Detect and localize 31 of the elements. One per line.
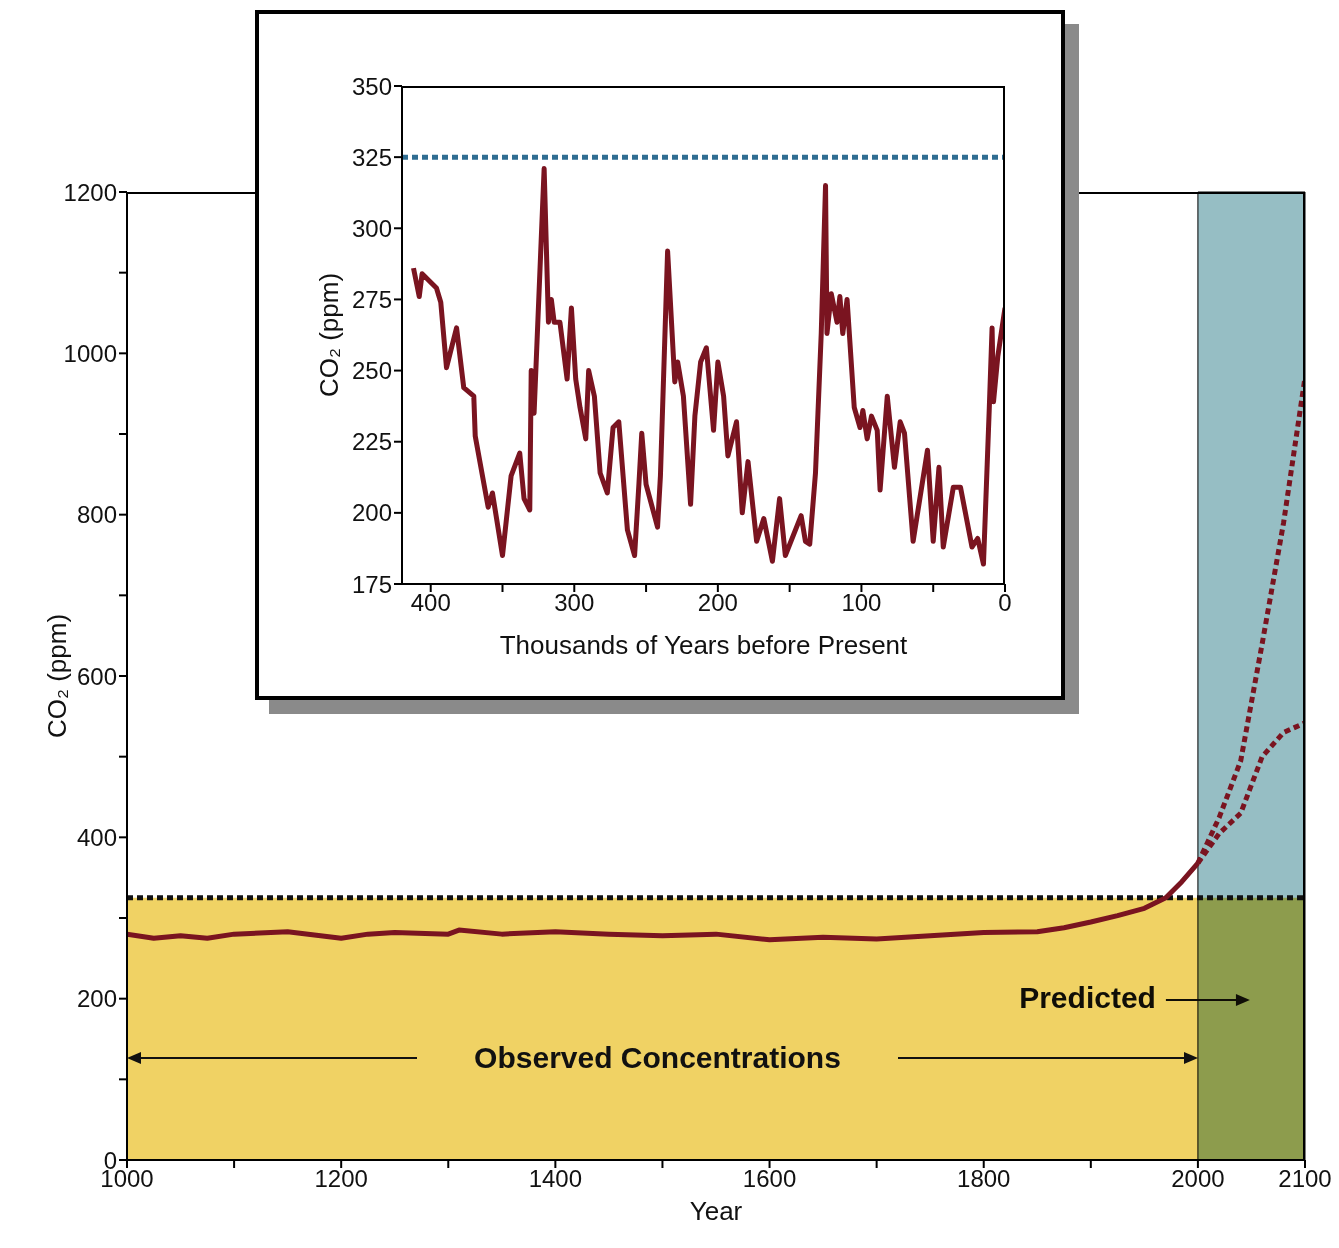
y-tick-label: 350 [351,72,392,100]
y-tick-label: 250 [351,357,392,385]
x-axis-title: Thousands of Years before Present [499,630,909,660]
x-tick-label: 1200 [314,1165,368,1193]
y-tick-label: 600 [76,662,117,690]
x-tick-label: 400 [410,589,451,617]
x-tick-label: 1800 [957,1165,1011,1193]
x-tick-label: 1400 [528,1165,583,1193]
x-tick-label: 100 [841,589,882,617]
y-tick-label: 200 [351,499,392,527]
y-tick-label: 200 [76,985,117,1013]
x-tick-label: 0 [998,589,1012,617]
x-axis-title: Year [689,1196,743,1226]
y-axis-title: CO₂ (ppm) [42,613,73,739]
y-tick-label: 225 [351,428,392,456]
y-tick-label: 400 [76,823,117,851]
x-tick-label: 300 [554,589,595,617]
y-tick-label: 1000 [63,339,117,367]
y-axis-title: CO₂ (ppm) [314,272,345,398]
x-tick-label: 2100 [1278,1165,1332,1193]
x-tick-label: 200 [697,589,738,617]
y-tick-label: 325 [351,143,392,171]
band-label: Predicted [1019,980,1156,1014]
y-tick-label: 800 [76,501,117,529]
y-tick-label: 300 [351,214,392,242]
x-tick-label: 2000 [1171,1165,1225,1193]
x-tick-label: 1600 [742,1165,797,1193]
y-tick-label: 175 [351,570,392,598]
annotation: Observed Concentrations [473,1041,842,1075]
y-tick-label: 1200 [63,178,117,206]
y-tick-label: 275 [351,285,392,313]
